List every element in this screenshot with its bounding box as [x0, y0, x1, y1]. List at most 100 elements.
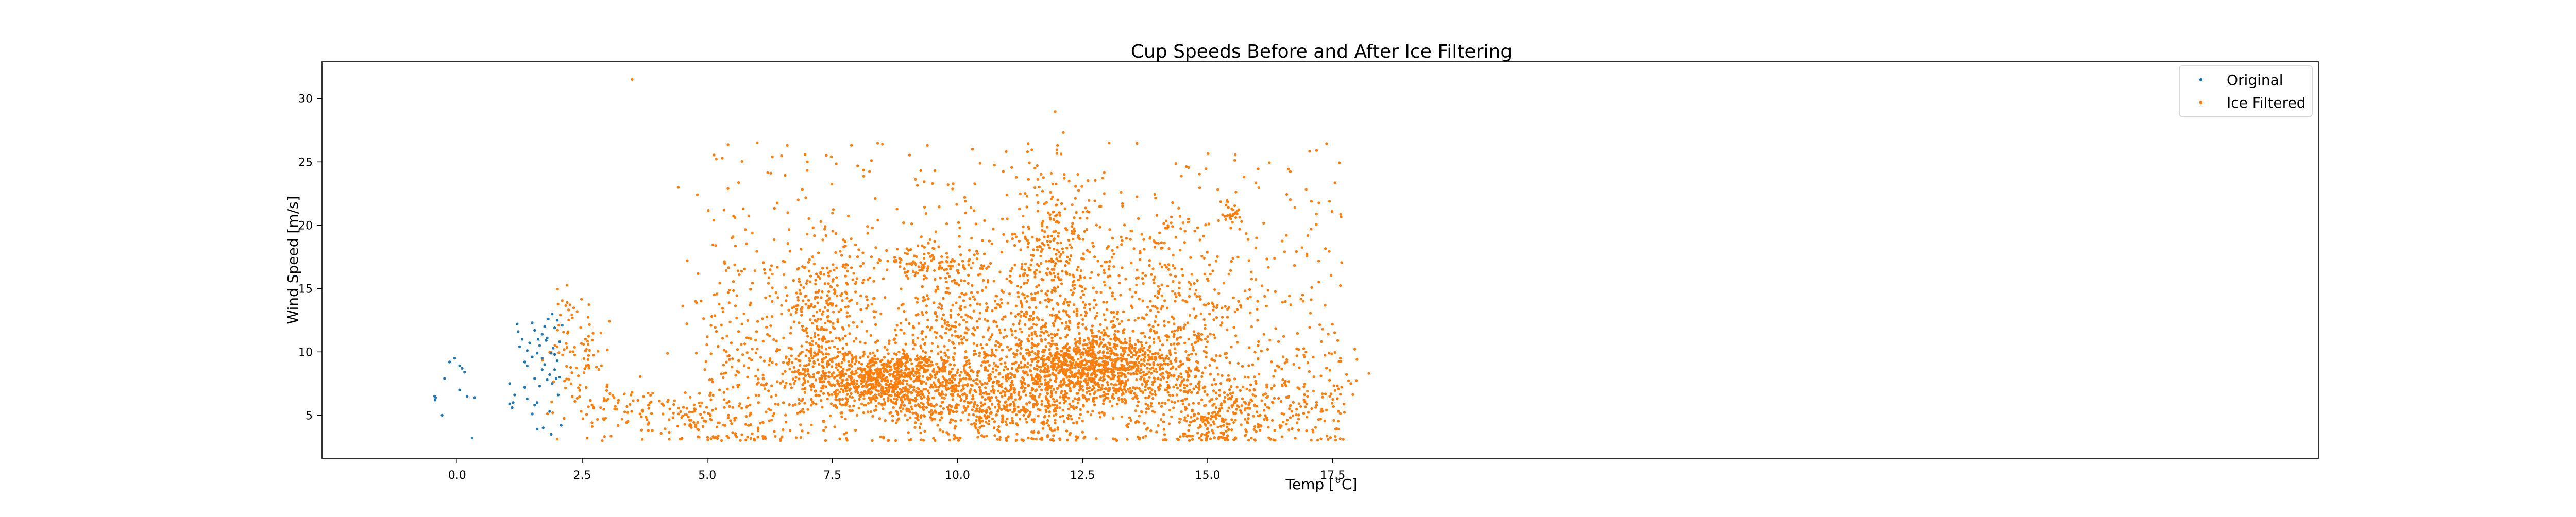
ice-filtered-point-4017: [1109, 337, 1112, 341]
ice-filtered-point-933: [929, 360, 933, 364]
ice-filtered-point-131: [632, 399, 635, 402]
ice-filtered-point-594: [824, 348, 828, 351]
ice-filtered-point-1415: [822, 371, 825, 374]
ice-filtered-point-140: [630, 410, 633, 413]
ice-filtered-point-1852: [876, 218, 879, 222]
ice-filtered-point-1990: [961, 342, 964, 345]
ice-filtered-point-449: [836, 318, 839, 321]
ice-filtered-point-3710: [1099, 341, 1103, 344]
ice-filtered-point-2493: [966, 401, 970, 404]
ice-filtered-point-134: [551, 411, 554, 415]
ice-filtered-point-4406: [1198, 337, 1201, 340]
ice-filtered-point-863: [816, 353, 820, 356]
ice-filtered-point-4721: [1265, 304, 1268, 308]
ice-filtered-point-180: [699, 405, 702, 408]
ice-filtered-point-226: [680, 416, 683, 419]
ice-filtered-point-4729: [1249, 311, 1252, 314]
ice-filtered-point-1874: [989, 262, 992, 265]
ice-filtered-point-4971: [1282, 335, 1285, 338]
ice-filtered-point-2927: [1019, 315, 1023, 318]
ice-filtered-point-4112: [1133, 347, 1137, 350]
ice-filtered-point-3620: [1019, 341, 1022, 345]
ice-filtered-point-2469: [968, 413, 971, 416]
ice-filtered-point-352: [730, 341, 733, 344]
ice-filtered-point-2876: [1045, 273, 1049, 276]
ice-filtered-point-3088: [1038, 185, 1041, 189]
ice-filtered-point-1970: [932, 437, 935, 440]
ice-filtered-point-1347: [862, 378, 866, 382]
ice-filtered-point-3986: [1139, 368, 1143, 371]
ice-filtered-point-1663: [848, 409, 851, 412]
ice-filtered-point-4212: [1183, 230, 1187, 233]
ice-filtered-point-68: [599, 331, 602, 335]
ice-filtered-point-2651: [1064, 321, 1068, 324]
ice-filtered-point-2532: [970, 369, 973, 372]
ice-filtered-point-3518: [1067, 378, 1071, 382]
ice-filtered-point-3310: [1117, 379, 1120, 383]
ice-filtered-point-2028: [964, 350, 968, 353]
ice-filtered-point-4121: [1190, 343, 1194, 346]
ice-filtered-point-1655: [962, 365, 965, 368]
ice-filtered-point-3430: [1139, 377, 1142, 381]
ice-filtered-point-577: [806, 335, 809, 338]
ice-filtered-point-41: [555, 345, 559, 348]
ice-filtered-point-4129: [1104, 343, 1107, 347]
ice-filtered-point-3665: [1079, 376, 1083, 379]
ice-filtered-point-4876: [1289, 416, 1292, 419]
ice-filtered-point-2182: [997, 425, 1001, 428]
ice-filtered-point-3211: [1017, 364, 1021, 367]
ice-filtered-point-4319: [1162, 359, 1166, 363]
ice-filtered-point-3847: [1111, 320, 1114, 323]
ice-filtered-point-3556: [1095, 396, 1098, 400]
ice-filtered-point-359: [710, 315, 714, 318]
ice-filtered-point-4632: [1250, 437, 1253, 440]
ice-filtered-point-367: [703, 368, 706, 371]
ice-filtered-point-2263: [917, 418, 920, 422]
ice-filtered-point-3368: [1121, 400, 1124, 403]
ice-filtered-point-2695: [1042, 354, 1045, 357]
ice-filtered-point-2733: [1005, 408, 1009, 411]
ice-filtered-point-2983: [1052, 218, 1056, 221]
ice-filtered-point-4953: [1183, 419, 1187, 422]
ice-filtered-point-2864: [1056, 404, 1059, 407]
ice-filtered-point-3082: [1067, 262, 1070, 265]
ice-filtered-point-4387: [1202, 350, 1206, 353]
ice-filtered-point-612: [804, 302, 807, 306]
ice-filtered-point-1353: [788, 358, 791, 361]
ice-filtered-point-1932: [953, 352, 956, 355]
ice-filtered-point-344: [725, 350, 728, 353]
ice-filtered-point-2679: [1035, 268, 1038, 272]
ice-filtered-point-2777: [1046, 435, 1049, 438]
ice-filtered-point-1374: [817, 371, 820, 374]
ice-filtered-point-2031: [922, 296, 925, 299]
ice-filtered-point-524: [853, 362, 856, 366]
ice-filtered-point-350: [767, 389, 770, 392]
ice-filtered-point-3646: [1104, 360, 1107, 363]
ice-filtered-point-2879: [1024, 192, 1027, 195]
ice-filtered-point-1902: [986, 369, 989, 372]
ice-filtered-point-2225: [980, 382, 984, 385]
ice-filtered-point-2481: [1032, 418, 1036, 421]
ice-filtered-point-1800: [967, 328, 970, 331]
ice-filtered-point-4480: [1189, 416, 1193, 419]
ice-filtered-point-1849: [955, 301, 958, 304]
ice-filtered-point-4233: [1160, 241, 1163, 244]
ice-filtered-point-1748: [872, 267, 876, 270]
ice-filtered-point-484: [782, 273, 786, 277]
ice-filtered-point-2049: [879, 312, 883, 316]
ice-filtered-point-106: [589, 399, 592, 402]
ice-filtered-point-1839: [921, 338, 924, 341]
ice-filtered-point-1346: [883, 363, 886, 366]
ice-filtered-point-4803: [1292, 401, 1295, 404]
ice-filtered-point-4278: [1140, 341, 1143, 344]
ice-filtered-point-297: [725, 360, 728, 364]
ice-filtered-point-137: [647, 391, 650, 395]
ice-filtered-point-1734: [933, 269, 936, 272]
ice-filtered-point-197: [722, 391, 725, 394]
ice-filtered-point-3896: [1110, 383, 1113, 386]
ice-filtered-point-2534: [990, 403, 994, 406]
ice-filtered-point-1114: [818, 377, 821, 380]
ice-filtered-point-595: [796, 299, 800, 302]
ice-filtered-point-2960: [1088, 199, 1091, 202]
ice-filtered-point-2212: [926, 389, 930, 392]
